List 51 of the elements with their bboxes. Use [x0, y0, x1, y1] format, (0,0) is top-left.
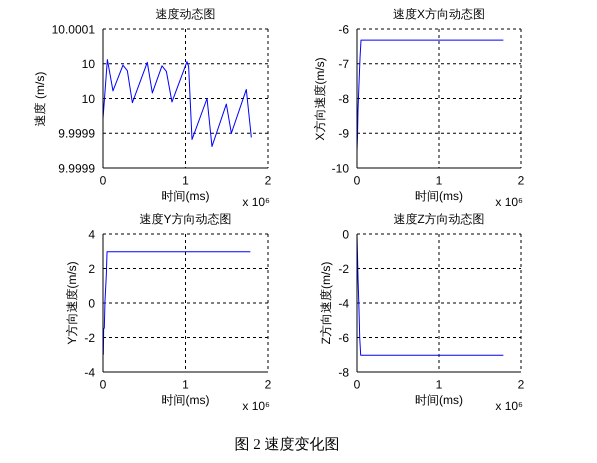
y-tick-label: -2 — [84, 330, 96, 345]
y-tick-label: -6 — [338, 22, 350, 36]
x-tick-label: 1 — [436, 378, 443, 392]
y-tick-label: 2 — [88, 262, 96, 276]
chart-title: 速度Z方向动态图 — [393, 212, 485, 226]
y-tick-label: -4 — [338, 296, 350, 310]
y-axis-title: X方向速度(m/s) — [312, 56, 327, 140]
y-tick-label: -9 — [338, 126, 350, 141]
line-series — [103, 59, 252, 147]
caption: 图 2 速度变化图 — [234, 436, 340, 454]
x-axis-title: 时间(ms) — [415, 189, 463, 203]
text: x 10⁶ — [242, 195, 270, 209]
x-tick-label: 0 — [100, 174, 107, 188]
y-tick-label: -10 — [332, 161, 350, 176]
x-tick-label: 1 — [182, 378, 190, 392]
y-tick-label: 9.9999 — [58, 161, 96, 176]
x-axis-title: 时间(ms) — [162, 189, 210, 203]
text: x 10⁶ — [495, 399, 523, 413]
y-axis-title: Y方向速度(m/s) — [65, 261, 80, 345]
x-tick-label: 2 — [264, 378, 272, 392]
x-axis-title: 时间(ms) — [162, 393, 210, 407]
y-tick-label: 0 — [88, 296, 96, 310]
y-tick-label: 10 — [82, 57, 96, 72]
y-tick-label: -2 — [338, 262, 350, 276]
y-tick-label: -8 — [338, 365, 350, 380]
y-tick-label: -6 — [338, 330, 350, 345]
x-tick-label: 0 — [354, 378, 361, 392]
x-tick-label: 1 — [436, 174, 443, 188]
y-tick-label: 10 — [82, 92, 96, 106]
chart-title: 速度X方向动态图 — [392, 7, 486, 21]
y-tick-label: -4 — [84, 365, 96, 380]
y-tick-label: 0 — [342, 227, 350, 242]
x-tick-label: 1 — [182, 174, 190, 188]
text: x 10⁶ — [495, 195, 523, 209]
x-tick-label: 2 — [518, 174, 525, 188]
chart-title: 速度动态图 — [156, 7, 216, 21]
line-series — [103, 251, 251, 356]
y-tick-label: 9.9999 — [58, 126, 96, 141]
text: x 10⁶ — [242, 399, 270, 413]
x-tick-label: 2 — [518, 378, 525, 392]
chart-title: 速度Y方向动态图 — [139, 212, 232, 226]
y-axis-title: 速度 (m/s) — [32, 71, 46, 126]
x-axis-title: 时间(ms) — [415, 393, 463, 407]
x-tick-label: 0 — [100, 378, 107, 392]
y-tick-label: 4 — [88, 227, 96, 242]
y-axis-title: Z方向速度(m/s) — [319, 262, 334, 344]
x-tick-label: 2 — [264, 174, 272, 188]
y-tick-label: 10.0001 — [52, 22, 96, 36]
y-tick-label: -7 — [338, 57, 350, 72]
x-tick-label: 0 — [354, 174, 361, 188]
y-tick-label: -8 — [338, 92, 350, 106]
